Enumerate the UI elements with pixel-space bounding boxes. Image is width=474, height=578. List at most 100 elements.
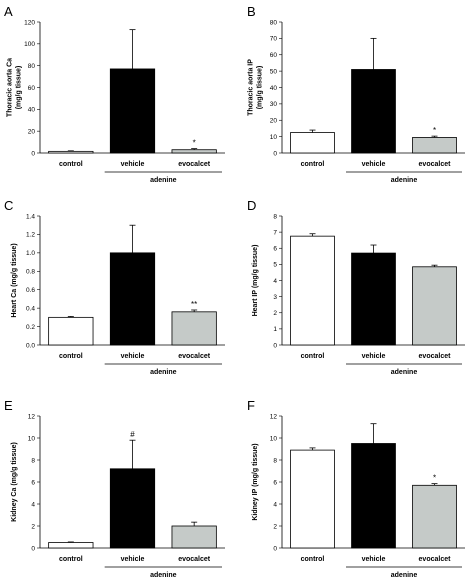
- y-tick-label: 7: [273, 229, 277, 236]
- category-label: control: [59, 353, 83, 360]
- y-tick-label: 0: [273, 545, 277, 552]
- y-tick-label: 1.0: [26, 250, 35, 257]
- y-axis-label: Thoracic aorta IP: [248, 59, 255, 116]
- y-axis-label: Heart Ca (mg/g tissue): [11, 243, 18, 317]
- y-tick-label: 10: [270, 435, 278, 442]
- y-tick-label: 0.2: [26, 324, 35, 331]
- panel-c: C 0.0 0.2 0.4 0.6 0.8 1.0 1.2 1.4 Heart Ca (mg/g …: [4, 198, 225, 376]
- y-tick-label: 30: [270, 101, 278, 108]
- y-axis-label: Thoracic aorta Ca: [7, 58, 14, 117]
- panel-letter: D: [247, 198, 256, 213]
- y-axis-label: (mg/g tissue): [257, 66, 264, 110]
- y-tick-label: 20: [28, 128, 36, 135]
- y-tick-label: 8: [31, 457, 35, 464]
- bar-control: [48, 316, 94, 346]
- panel-letter: E: [4, 398, 13, 413]
- significance-marker: *: [433, 474, 436, 483]
- y-tick-label: 6: [273, 479, 277, 486]
- category-label: evocalcet: [419, 353, 452, 360]
- category-label: evocalcet: [419, 161, 452, 168]
- y-tick-label: 2: [31, 523, 35, 530]
- category-label: vehicle: [362, 556, 386, 563]
- bar-control: [290, 132, 335, 154]
- y-axis-label: (mg/g tissue): [16, 66, 23, 110]
- bar-evocalcet: [171, 311, 217, 346]
- y-tick-label: 2: [273, 310, 277, 317]
- category-label: evocalcet: [178, 161, 211, 168]
- panel-b: B 0 10 20 30 40 50 60 70 80 Thoracic aorta IP (mg/g…: [247, 4, 465, 184]
- category-label: vehicle: [121, 353, 145, 360]
- y-tick-label: 12: [270, 413, 278, 420]
- y-tick-label: 60: [270, 52, 278, 59]
- y-tick-label: 0: [273, 342, 277, 349]
- group-label: adenine: [150, 369, 177, 376]
- y-tick-label: 8: [273, 213, 277, 220]
- category-label: vehicle: [362, 353, 386, 360]
- y-tick-label: 0: [31, 545, 35, 552]
- y-tick-label: 12: [28, 413, 36, 420]
- y-tick-label: 4: [273, 278, 277, 285]
- bar-control: [48, 150, 94, 154]
- y-axis-label: Kidney Ca (mg/g tissue): [11, 442, 18, 522]
- panel-letter: A: [4, 4, 13, 19]
- bar-evocalcet: [412, 484, 457, 549]
- category-label: control: [301, 556, 325, 563]
- bar-evocalcet: [412, 137, 457, 154]
- category-label: control: [59, 556, 83, 563]
- y-tick-label: 10: [270, 134, 278, 141]
- category-label: control: [59, 161, 83, 168]
- bar-control: [290, 449, 335, 549]
- y-tick-label: 80: [28, 63, 36, 70]
- y-tick-label: 100: [24, 41, 35, 48]
- group-label: adenine: [391, 572, 418, 578]
- y-tick-label: 2: [273, 523, 277, 530]
- panel-f: F 0 2 4 6 8 10 12 Kidney IP (mg/g tissue) control…: [247, 398, 465, 578]
- group-label: adenine: [391, 177, 418, 184]
- y-tick-label: 4: [31, 501, 35, 508]
- panel-letter: F: [247, 398, 255, 413]
- y-tick-label: 40: [28, 107, 36, 114]
- y-tick-label: 8: [273, 457, 277, 464]
- category-label: vehicle: [121, 556, 145, 563]
- significance-marker: **: [191, 300, 197, 309]
- y-tick-label: 4: [273, 501, 277, 508]
- y-tick-label: 70: [270, 36, 278, 43]
- bar-evocalcet: [171, 525, 217, 549]
- y-tick-label: 5: [273, 262, 277, 269]
- y-tick-label: 0: [31, 150, 35, 157]
- panel-a: A 0 20 40 60 80 100 120 Thoracic aorta Ca (mg/g t…: [4, 4, 225, 184]
- y-tick-label: 6: [31, 479, 35, 486]
- bar-vehicle: [351, 443, 396, 549]
- bar-vehicle: [351, 69, 396, 154]
- panel-letter: B: [247, 4, 256, 19]
- group-label: adenine: [391, 369, 418, 376]
- y-tick-label: 6: [273, 246, 277, 253]
- category-label: evocalcet: [178, 353, 211, 360]
- y-tick-label: 3: [273, 294, 277, 301]
- y-tick-label: 20: [270, 118, 278, 125]
- y-tick-label: 0: [273, 150, 277, 157]
- y-tick-label: 1: [273, 326, 277, 333]
- bar-control: [48, 542, 94, 549]
- bar-evocalcet: [412, 266, 457, 346]
- significance-marker: #: [130, 430, 135, 439]
- y-axis-label: Heart IP (mg/g tissue): [252, 245, 259, 317]
- category-label: vehicle: [121, 161, 145, 168]
- panel-e: E 0 2 4 6 8 10 12 Kidney Ca (mg/g tissue) control…: [4, 398, 225, 578]
- y-tick-label: 0.4: [26, 305, 35, 312]
- category-label: evocalcet: [419, 556, 452, 563]
- y-tick-label: 50: [270, 68, 278, 75]
- y-tick-label: 0.0: [26, 342, 35, 349]
- panel-d: D 0 1 2 3 4 5 6 7 8 Heart IP (mg/g tissue) control v…: [247, 198, 465, 376]
- bar-vehicle: [109, 468, 156, 549]
- y-tick-label: 1.4: [26, 213, 35, 220]
- y-axis-label: Kidney IP (mg/g tissue): [252, 443, 259, 520]
- category-label: vehicle: [362, 161, 386, 168]
- y-tick-label: 0.8: [26, 269, 35, 276]
- category-label: control: [301, 161, 325, 168]
- y-tick-label: 0.6: [26, 287, 35, 294]
- category-label: control: [301, 353, 325, 360]
- group-label: adenine: [150, 572, 177, 578]
- y-tick-label: 60: [28, 85, 36, 92]
